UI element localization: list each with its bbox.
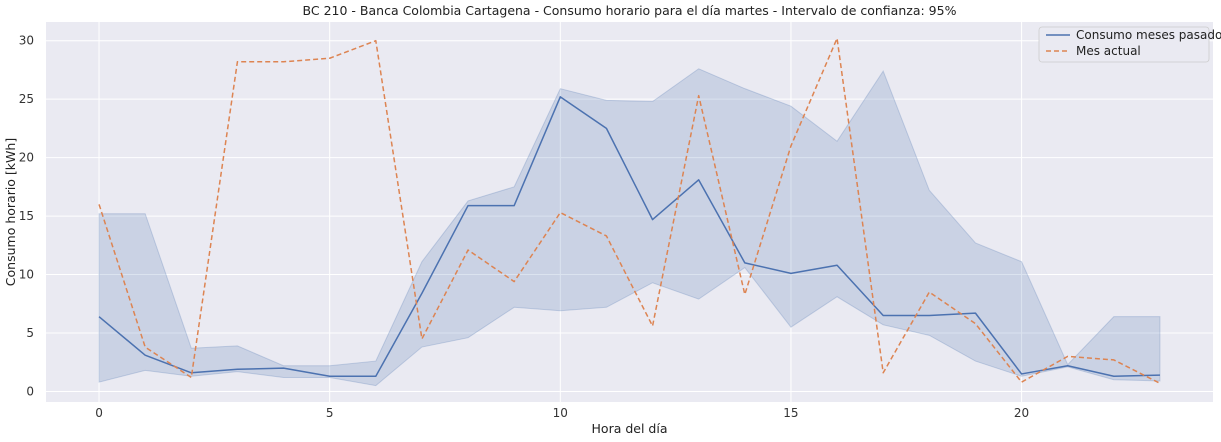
x-tick-labels: 0 5 10 15 20 [95, 406, 1029, 420]
series-line-0 [98, 96, 1160, 378]
x-tick-label: 15 [783, 406, 798, 420]
y-tick-label: 15 [19, 209, 34, 223]
y-tick-label: 5 [26, 326, 34, 340]
x-tick-label: 0 [95, 406, 103, 420]
y-tick-label: 20 [19, 151, 34, 165]
legend-label-mes-actual: Mes actual [1076, 44, 1141, 58]
grid [46, 22, 1213, 402]
y-axis-label: Consumo horario [kWh] [3, 138, 18, 286]
confidence-band [98, 68, 1161, 387]
legend-box [1038, 26, 1210, 63]
confidence-interval-band [98, 68, 1161, 387]
y-tick-label: 0 [26, 384, 34, 398]
x-tick-label: 20 [1014, 406, 1029, 420]
x-tick-label: 10 [553, 406, 568, 420]
y-tick-label: 30 [19, 34, 34, 48]
plot-background [46, 22, 1213, 402]
x-tick-label: 5 [326, 406, 334, 420]
y-tick-label: 10 [19, 268, 34, 282]
series-lines [98, 37, 1161, 384]
legend-label-consumo-meses-pasados: Consumo meses pasados [1076, 28, 1221, 42]
chart-title: BC 210 - Banca Colombia Cartagena - Cons… [303, 3, 957, 18]
legend: Consumo meses pasados Mes actual [1038, 26, 1221, 63]
y-tick-label: 25 [19, 92, 34, 106]
x-axis-label: Hora del día [592, 421, 668, 436]
y-tick-labels: 0 5 10 15 20 25 30 [19, 34, 34, 399]
series-line-1 [98, 37, 1161, 384]
